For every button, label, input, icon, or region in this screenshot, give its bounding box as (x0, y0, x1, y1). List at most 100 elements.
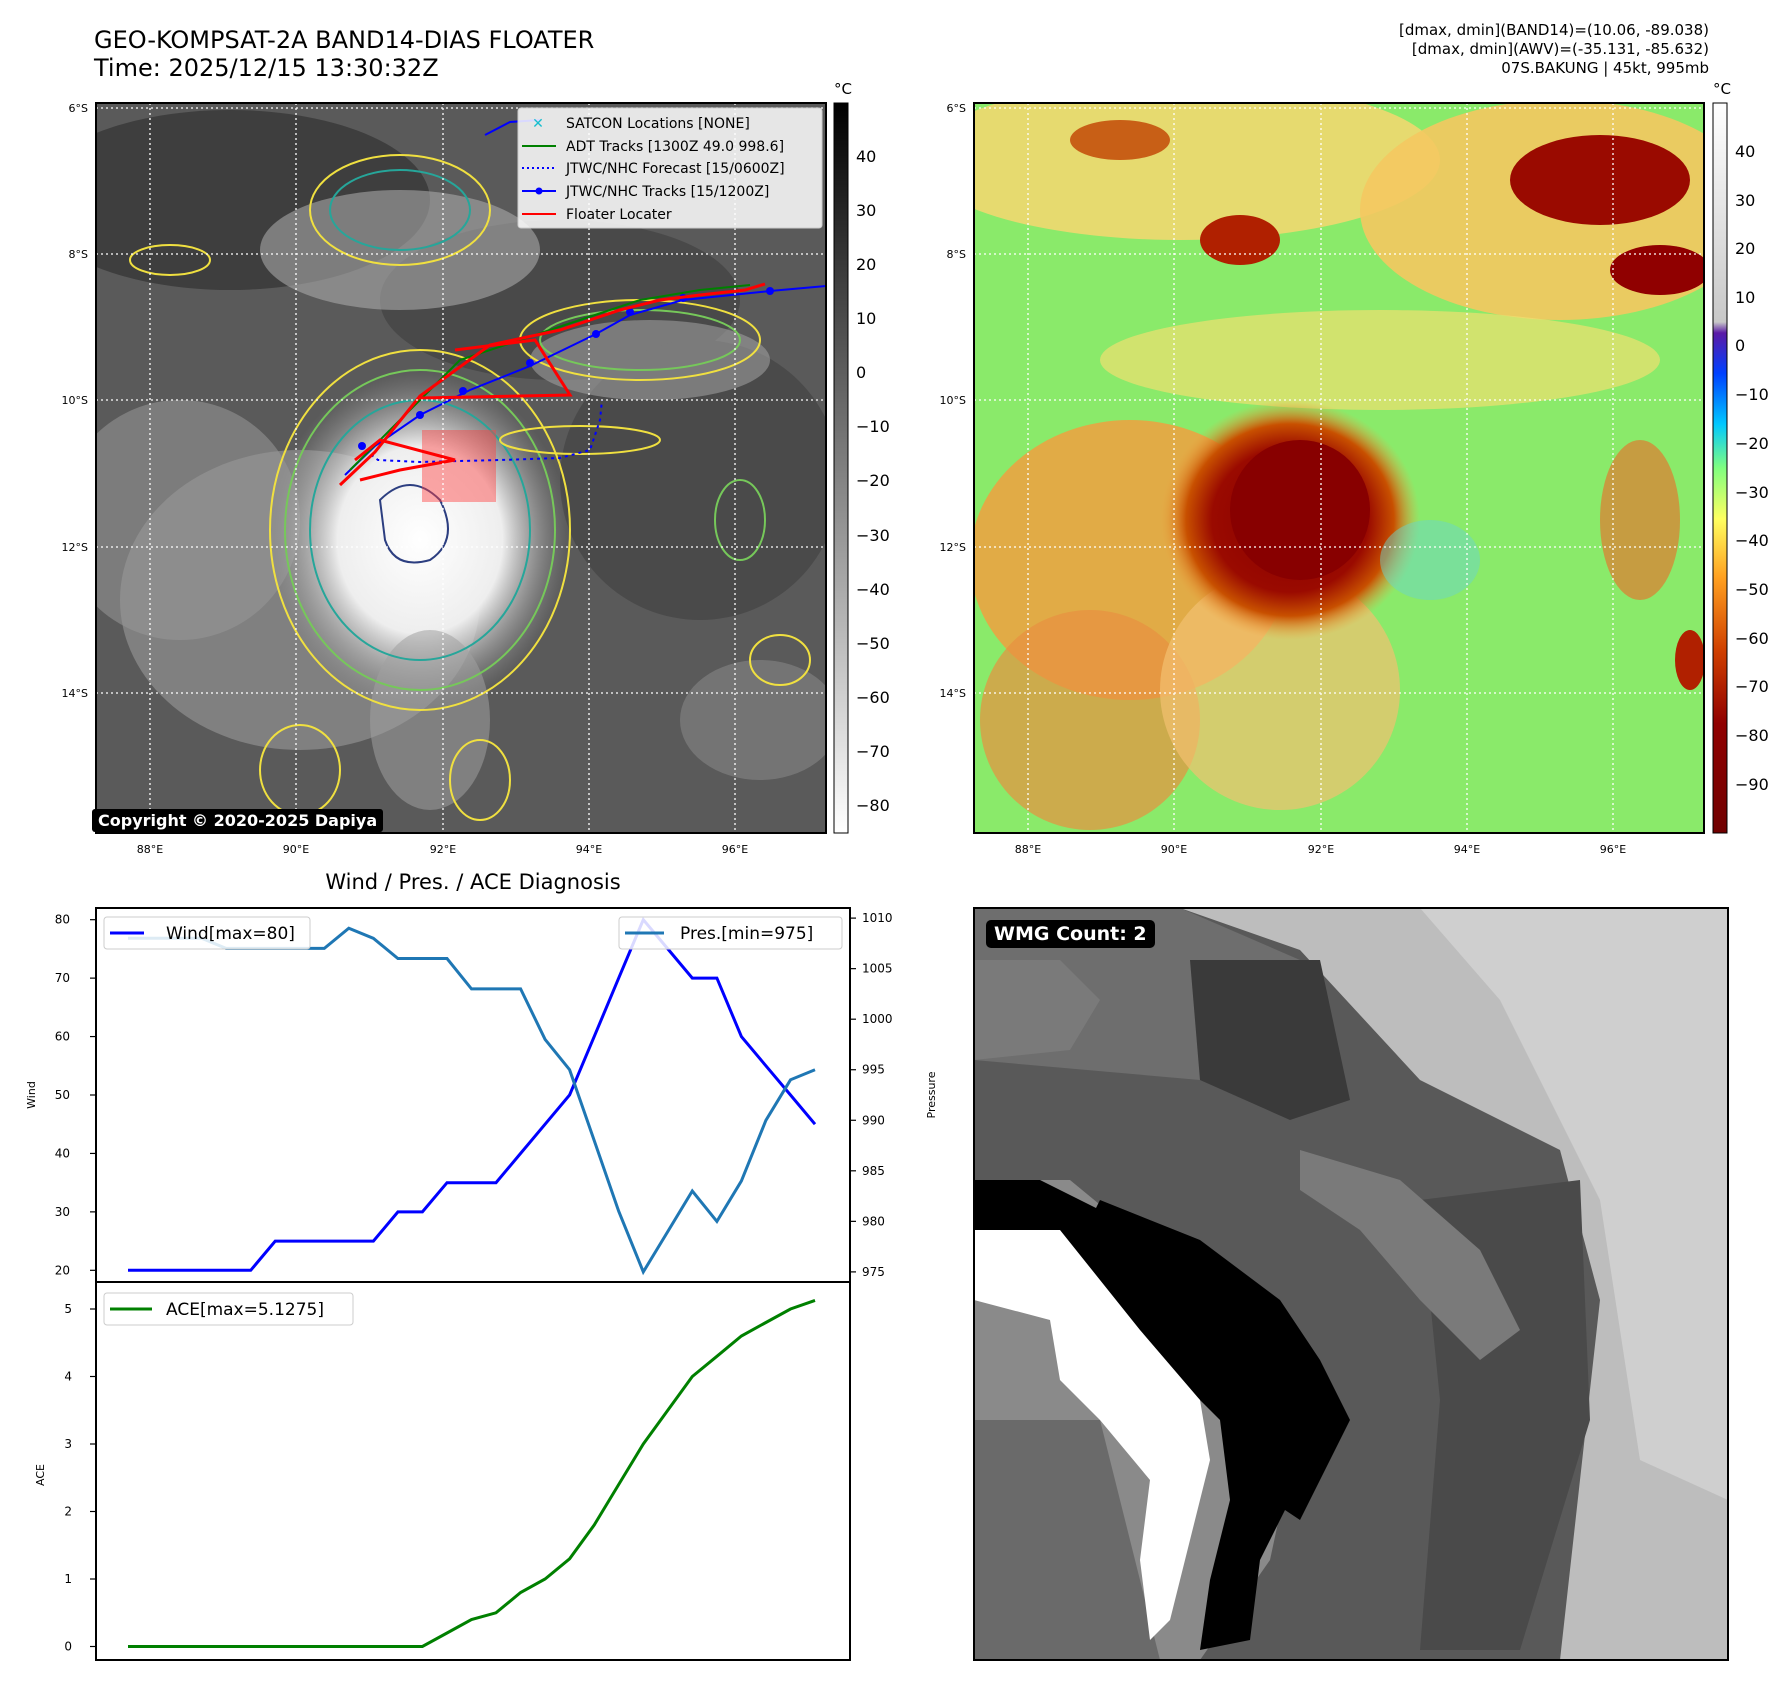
awv-cbar-tick: 30 (1735, 191, 1755, 210)
jtwc-forecast-line (359, 399, 603, 464)
awv-map-frame (973, 102, 1705, 834)
ace-yticks: 0 1 2 3 4 5 (64, 1302, 96, 1654)
wind-legend-label: Wind[max=80] (166, 924, 295, 944)
awv-cbar-tick: −70 (1735, 677, 1769, 696)
ir-cbar-tick: −10 (856, 417, 890, 436)
ir-lat-label: 14°S (62, 687, 88, 700)
ir-cbar-tick: −20 (856, 471, 890, 490)
ir-cbar-tick: −70 (856, 742, 890, 761)
ace-ytick-label: 1 (64, 1572, 72, 1586)
ir-map: 6°S 8°S 10°S 12°S 14°S 88°E 90°E 92°E 94… (62, 80, 890, 856)
wind-yticks: 20 30 40 50 60 70 80 (55, 913, 96, 1277)
awv-lon-label: 92°E (1308, 843, 1334, 856)
awv-imagery (974, 103, 1704, 833)
wind-ytick-label: 60 (55, 1030, 70, 1044)
ir-lat-label: 8°S (69, 248, 88, 261)
pressure-ytick-label: 980 (862, 1214, 885, 1228)
ir-map-frame (95, 102, 827, 834)
awv-colorbar: °C 40 30 20 10 0 −10 −20 −30 −40 −50 −60… (1712, 80, 1769, 834)
awv-lat-label: 14°S (940, 687, 966, 700)
pressure-ytick-label: 975 (862, 1265, 885, 1279)
ace-legend: ACE[max=5.1275] (103, 1292, 354, 1326)
ir-lat-label: 6°S (69, 102, 88, 115)
awv-lon-label: 88°E (1015, 843, 1041, 856)
ace-ytick-label: 0 (64, 1640, 72, 1654)
pressure-ytick-label: 995 (862, 1063, 885, 1077)
ir-colorbar-ticks: 40 30 20 10 0 −10 −20 −30 −40 −50 −60 −7… (856, 147, 890, 815)
ir-lat-labels: 6°S 8°S 10°S 12°S 14°S (62, 102, 88, 700)
wind-legend: Wind[max=80] (103, 916, 311, 950)
awv-cbar-tick: −30 (1735, 483, 1769, 502)
awv-map: 6°S 8°S 10°S 12°S 14°S 88°E 90°E 92°E 94… (940, 80, 1769, 856)
satellite-title: GEO-KOMPSAT-2A BAND14-DIAS FLOATER (94, 26, 595, 54)
ir-lon-label: 96°E (722, 843, 748, 856)
awv-cbar-tick: −50 (1735, 580, 1769, 599)
ace-legend-label: ACE[max=5.1275] (166, 1300, 324, 1320)
awv-lon-labels: 88°E 90°E 92°E 94°E 96°E (1015, 843, 1626, 856)
awv-cbar-tick: −60 (1735, 629, 1769, 648)
awv-lon-label: 90°E (1161, 843, 1187, 856)
ir-lat-label: 10°S (62, 394, 88, 407)
ir-cbar-tick: −40 (856, 580, 890, 599)
legend-tracks: JTWC/NHC Tracks [15/1200Z] (565, 184, 769, 200)
ir-cbar-tick: −60 (856, 688, 890, 707)
wind-ytick-label: 80 (55, 913, 70, 927)
ace-ytick-label: 5 (64, 1302, 72, 1316)
wind-ytick-label: 30 (55, 1205, 70, 1219)
ir-cbar-tick: −30 (856, 526, 890, 545)
info-block: [dmax, dmin](BAND14)=(10.06, -89.038) [d… (1399, 21, 1709, 78)
awv-cbar-tick: −40 (1735, 531, 1769, 550)
wind-ytick-label: 20 (55, 1263, 70, 1277)
figure-title: GEO-KOMPSAT-2A BAND14-DIAS FLOATER Time:… (94, 26, 594, 82)
pressure-ytick-label: 1005 (862, 962, 893, 976)
awv-cbar-tick: −90 (1735, 775, 1769, 794)
awv-cbar-tick: 0 (1735, 336, 1745, 355)
pressure-ytick-label: 990 (862, 1113, 885, 1127)
pressure-ytick-label: 985 (862, 1164, 885, 1178)
awv-cbar-tick: 40 (1735, 142, 1755, 161)
ir-cbar-tick: 10 (856, 309, 876, 328)
awv-cbar-tick: −10 (1735, 385, 1769, 404)
ir-cbar-tick: 20 (856, 255, 876, 274)
wmg-count-badge: WMG Count: 2 (986, 920, 1155, 948)
awv-gridlines (974, 103, 1704, 833)
ir-cbar-tick: −50 (856, 634, 890, 653)
band14-range: [dmax, dmin](BAND14)=(10.06, -89.038) (1398, 21, 1709, 39)
ace-series-line (128, 1298, 816, 1648)
ir-legend: ✕ SATCON Locations [NONE] ADT Tracks [13… (517, 107, 823, 229)
ir-cbar-tick: −80 (856, 796, 890, 815)
wind-pressure-chart: 20 30 40 50 60 70 80 975 980 985 990 995 1000 1005 10… (25, 907, 938, 1283)
pressure-ylabel: Pressure (925, 1071, 938, 1118)
awv-lon-label: 96°E (1600, 843, 1626, 856)
awv-cbar-tick: −80 (1735, 726, 1769, 745)
jtwc-track-line (344, 285, 826, 476)
floater-locater-line (338, 282, 766, 487)
ir-lon-label: 92°E (430, 843, 456, 856)
storm-info: 07S.BAKUNG | 45kt, 995mb (1501, 59, 1709, 77)
wind-ytick-label: 40 (55, 1146, 70, 1160)
legend-satcon: SATCON Locations [NONE] (566, 116, 750, 132)
ir-colorbar: °C 40 30 20 10 0 −10 −20 −30 −40 −50 −60… (833, 80, 890, 834)
legend-adt: ADT Tracks [1300Z 49.0 998.6] (566, 139, 784, 155)
awv-lat-labels: 6°S 8°S 10°S 12°S 14°S (940, 102, 966, 700)
pressure-ytick-label: 1010 (862, 911, 893, 925)
ir-lon-labels: 88°E 90°E 92°E 94°E 96°E (137, 843, 748, 856)
awv-cbar-tick: 20 (1735, 239, 1755, 258)
ace-ylabel: ACE (34, 1464, 47, 1486)
awv-colorbar-unit: °C (1713, 80, 1731, 98)
diag-title: Wind / Pres. / ACE Diagnosis (325, 870, 620, 894)
awv-lon-label: 94°E (1454, 843, 1480, 856)
ir-cbar-tick: 0 (856, 363, 866, 382)
ace-ytick-label: 3 (64, 1437, 72, 1451)
ace-chart-frame (95, 1281, 851, 1661)
wind-ylabel: Wind (25, 1081, 38, 1109)
satcon-marker-icon: ✕ (532, 116, 544, 132)
awv-cbar-tick: 10 (1735, 288, 1755, 307)
awv-lat-label: 10°S (940, 394, 966, 407)
wind-ytick-label: 70 (55, 971, 70, 985)
awv-range: [dmax, dmin](AWV)=(-35.131, -85.632) (1411, 40, 1709, 58)
pressure-yticks: 975 980 985 990 995 1000 1005 1010 (850, 911, 893, 1279)
pressure-ytick-label: 1000 (862, 1012, 893, 1026)
awv-cbar-tick: −20 (1735, 434, 1769, 453)
